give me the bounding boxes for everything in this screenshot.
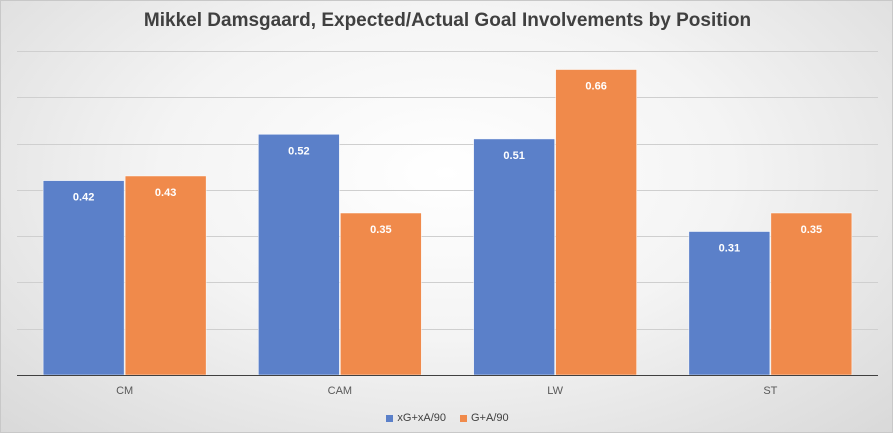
bar-cam-series-1: [258, 134, 340, 376]
bar-cm-series-2: [124, 175, 207, 376]
x-tick-label: LW: [547, 385, 563, 397]
bar-cam-series-2: [340, 212, 422, 376]
x-tick-label: CM: [116, 385, 133, 397]
bar-lw-series-2: [555, 69, 637, 376]
data-label: 0.31: [719, 243, 740, 255]
data-label: 0.35: [801, 224, 822, 236]
legend-swatch-series-1: [386, 414, 394, 422]
data-label: 0.42: [73, 192, 94, 204]
data-label: 0.52: [288, 145, 309, 157]
data-label: 0.35: [370, 224, 391, 236]
legend-label-series-1: xG+xA/90: [397, 412, 446, 424]
legend-item-series-2: G+A/90: [460, 412, 509, 424]
legend-item-series-1: xG+xA/90: [386, 412, 446, 424]
bar-st-series-2: [770, 212, 853, 376]
legend-swatch-series-2: [460, 414, 467, 422]
legend: xG+xA/90 G+A/90: [1, 412, 893, 424]
x-tick-label: ST: [763, 385, 777, 397]
chart-title: Mikkel Damsgaard, Expected/Actual Goal I…: [143, 10, 752, 31]
data-label: 0.51: [503, 150, 524, 162]
x-tick-label: CAM: [328, 385, 352, 397]
legend-label-series-2: G+A/90: [471, 412, 509, 424]
data-label: 0.66: [585, 81, 606, 93]
bar-st-series-1: [688, 231, 771, 376]
data-label: 0.43: [155, 187, 176, 199]
bar-lw-series-1: [473, 138, 555, 376]
bar-cm-series-1: [42, 180, 125, 376]
